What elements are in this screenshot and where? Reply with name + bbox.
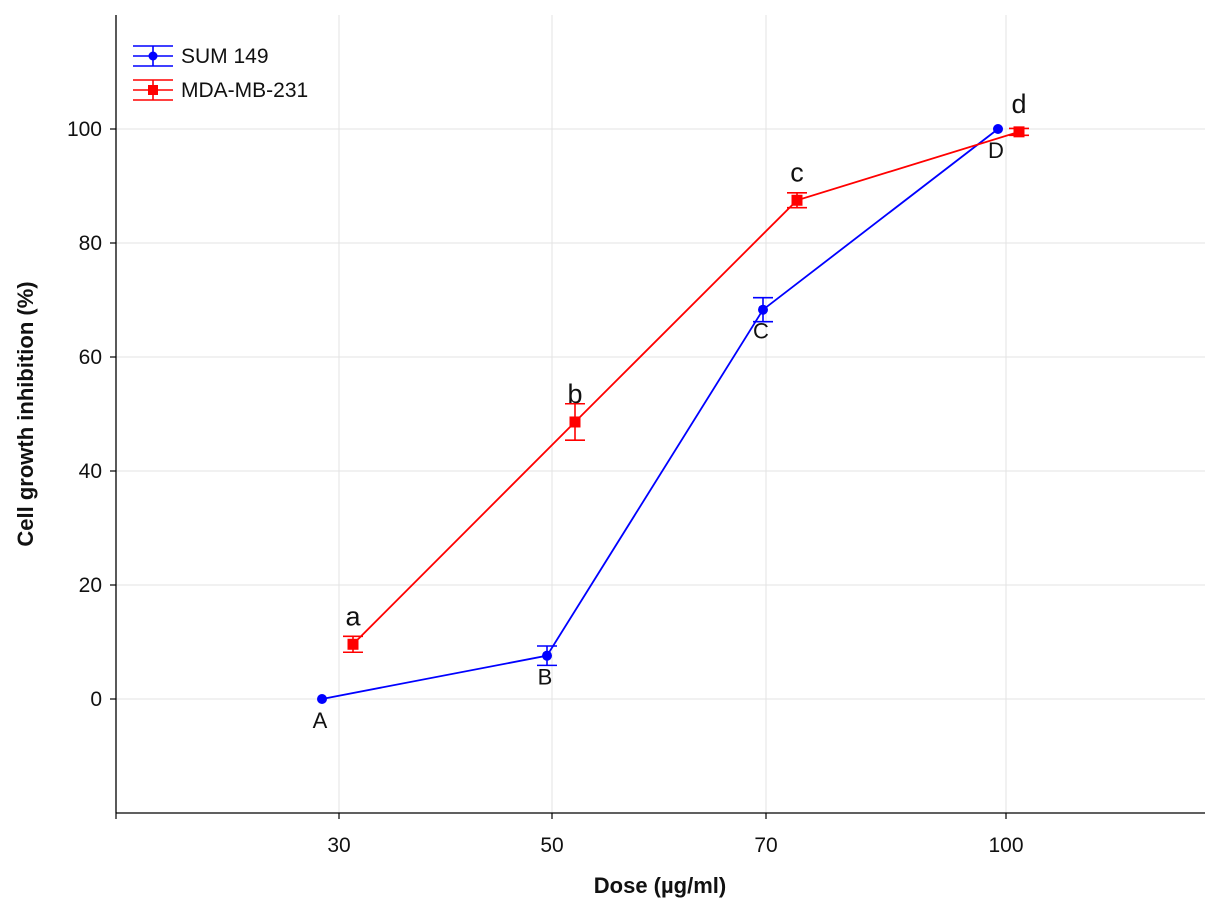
point-label: A: [313, 708, 328, 733]
y-tick-label: 100: [67, 118, 102, 141]
axes: [115, 15, 1205, 814]
point-label: b: [567, 379, 582, 409]
x-tick-label: 30: [327, 834, 350, 857]
x-tick-label: 50: [540, 834, 563, 857]
y-tick-label: 20: [79, 574, 102, 597]
y-axis-title: Cell growth inhibition (%): [13, 281, 38, 546]
legend-label: MDA-MB-231: [181, 79, 308, 102]
data-point: [569, 416, 581, 428]
legend: SUM 149 MDA-MB-231: [133, 45, 308, 102]
legend-marker: [148, 51, 158, 61]
legend-item: MDA-MB-231: [133, 79, 308, 102]
point-label: C: [753, 319, 769, 344]
data-point: [758, 304, 768, 315]
point-label: B: [538, 665, 553, 690]
point-annotations: A B C Da b c d: [313, 89, 1027, 733]
legend-label: SUM 149: [181, 45, 269, 68]
point-label: d: [1011, 89, 1026, 119]
series-line: [321, 128, 999, 700]
y-tick-label: 40: [79, 460, 102, 483]
series-sum-149: [317, 124, 1003, 704]
data-point: [317, 694, 327, 704]
data-point: [347, 638, 359, 650]
point-label: c: [790, 157, 804, 187]
tick-labels: 0 20 40 60 80 100 30 50 70 100: [67, 118, 1024, 857]
y-tick-label: 60: [79, 346, 102, 369]
legend-item: SUM 149: [133, 45, 269, 68]
data-point: [993, 124, 1003, 134]
y-tick-label: 0: [90, 688, 102, 711]
data-point: [1013, 126, 1025, 138]
x-axis-title: Dose (µg/ml): [594, 873, 726, 898]
series-line: [352, 130, 1020, 645]
x-tick-label: 70: [754, 834, 777, 857]
point-label: D: [988, 138, 1004, 163]
data-point: [542, 650, 552, 661]
legend-marker: [148, 85, 158, 95]
series: [317, 124, 1029, 704]
data-point: [791, 194, 803, 206]
series-mda-mb-231: [343, 126, 1029, 654]
gridlines: [116, 15, 1205, 813]
y-tick-label: 80: [79, 232, 102, 255]
x-tick-label: 100: [988, 834, 1023, 857]
point-label: a: [345, 601, 361, 631]
